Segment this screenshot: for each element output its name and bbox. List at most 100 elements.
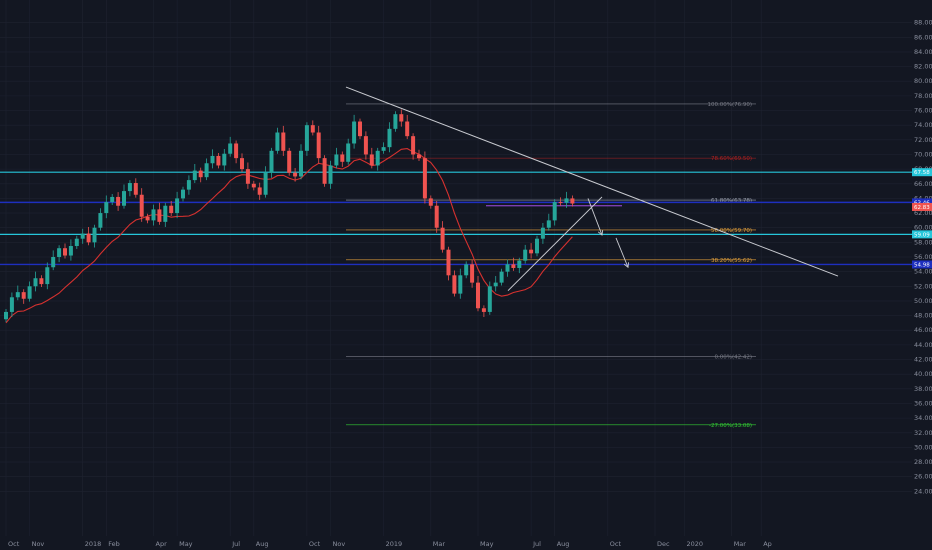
horizontal-lines[interactable] [0, 171, 912, 266]
price-badge[interactable]: 67.58 [912, 168, 932, 177]
price-badge-label: 62.83 [914, 205, 930, 211]
candle-body [369, 154, 374, 166]
price-tick-label: 84.00 [914, 48, 932, 56]
arrow-line[interactable] [587, 198, 603, 236]
candle [523, 244, 528, 264]
time-tick-label: Mar [734, 540, 747, 548]
candle [446, 246, 451, 281]
candle [210, 149, 215, 169]
candle [263, 166, 268, 198]
candle [281, 125, 286, 156]
candle [181, 186, 185, 202]
candle-body [245, 169, 250, 184]
candle-body [381, 147, 386, 151]
candle-body [476, 282, 480, 309]
trendline[interactable] [345, 86, 839, 277]
candle-body [175, 198, 180, 214]
fib-retracement[interactable]: 100.00%(76.90) 78.60%(69.50) 61.80%(63.78)… [346, 102, 756, 429]
price-tick-label: 60.00 [914, 224, 932, 232]
candle [175, 191, 180, 219]
candle-body [316, 132, 321, 159]
time-tick-label: Aug [256, 540, 269, 548]
candle [529, 243, 534, 259]
candle-body [505, 264, 510, 272]
candle [405, 114, 410, 140]
time-tick-label: Dec [657, 540, 670, 548]
candle [127, 180, 132, 197]
time-axis[interactable]: Oct Nov 2018 Feb Apr May Jul Aug Oct Nov 2019 Mar Ma… [8, 540, 772, 548]
candle [122, 184, 126, 209]
price-tick-label: 44.00 [914, 341, 932, 349]
candle-body [352, 121, 357, 144]
candle [417, 149, 421, 162]
trendlines[interactable] [345, 86, 839, 292]
candle-body [257, 187, 262, 195]
candle [33, 271, 38, 292]
candle-body [552, 202, 557, 221]
fib-level-label: 0.00%(42.42) [714, 354, 752, 360]
fib-level-label: 61.80%(63.78) [711, 198, 752, 204]
price-axis[interactable]: 88.00 86.00 84.00 82.00 80.00 78.00 76.00 74.00… [912, 0, 932, 550]
price-tick-label: 72.00 [914, 136, 932, 144]
time-tick-label: 2019 [386, 540, 403, 548]
time-tick-label: Nov [333, 540, 346, 548]
candle [328, 160, 333, 189]
candle-body [458, 275, 463, 294]
candle [98, 208, 103, 231]
price-badge[interactable]: 62.83 [912, 202, 932, 211]
candle [387, 122, 392, 153]
candle-body [540, 227, 545, 239]
price-badge[interactable]: 54.98 [912, 260, 932, 269]
candle [92, 224, 97, 248]
candle-body [145, 216, 150, 221]
candle [245, 162, 250, 189]
fib-level-label: 100.00%(76.90) [707, 102, 752, 108]
candle [240, 153, 244, 173]
fib-level-label: 50.00%(59.70) [711, 228, 752, 234]
candle [186, 175, 191, 195]
price-tick-label: 62.00 [914, 209, 932, 217]
candle [163, 202, 168, 227]
candle [570, 195, 575, 207]
price-badge-bg [912, 260, 932, 269]
candle-body [310, 125, 315, 133]
fib-level-label: 38.20%(55.62) [711, 258, 752, 264]
candle-body [74, 238, 79, 247]
candle [546, 213, 551, 231]
candle-body [493, 282, 498, 287]
candle-body [192, 170, 197, 181]
candle-body [127, 183, 132, 192]
candle-body [558, 202, 563, 204]
candle [511, 257, 516, 271]
arrow-head [623, 262, 630, 269]
candle [304, 122, 309, 156]
candle [251, 180, 256, 191]
time-tick-label: Ap [763, 540, 772, 548]
candle [369, 147, 374, 169]
candle-body [570, 198, 575, 204]
time-tick-label: May [480, 540, 494, 548]
price-tick-label: 54.00 [914, 268, 932, 276]
candle-body [428, 198, 433, 206]
trendline[interactable] [507, 196, 603, 292]
candle [428, 195, 433, 209]
candle-body [340, 154, 345, 162]
price-badge[interactable]: 59.09 [912, 230, 932, 239]
candle [293, 168, 298, 182]
candle-body [481, 308, 486, 312]
time-tick-label: Aug [557, 540, 570, 548]
candle [558, 197, 563, 206]
candle-body [446, 249, 451, 276]
arrow-line[interactable] [615, 237, 629, 268]
price-tick-label: 76.00 [914, 107, 932, 115]
candle [464, 261, 469, 279]
candle [63, 243, 67, 259]
candle [535, 235, 539, 257]
time-tick-label: Apr [156, 540, 168, 548]
candle-body [51, 257, 56, 268]
candle-body [116, 196, 121, 206]
candle [9, 292, 14, 318]
candle-body [287, 150, 292, 173]
candle [4, 308, 8, 323]
